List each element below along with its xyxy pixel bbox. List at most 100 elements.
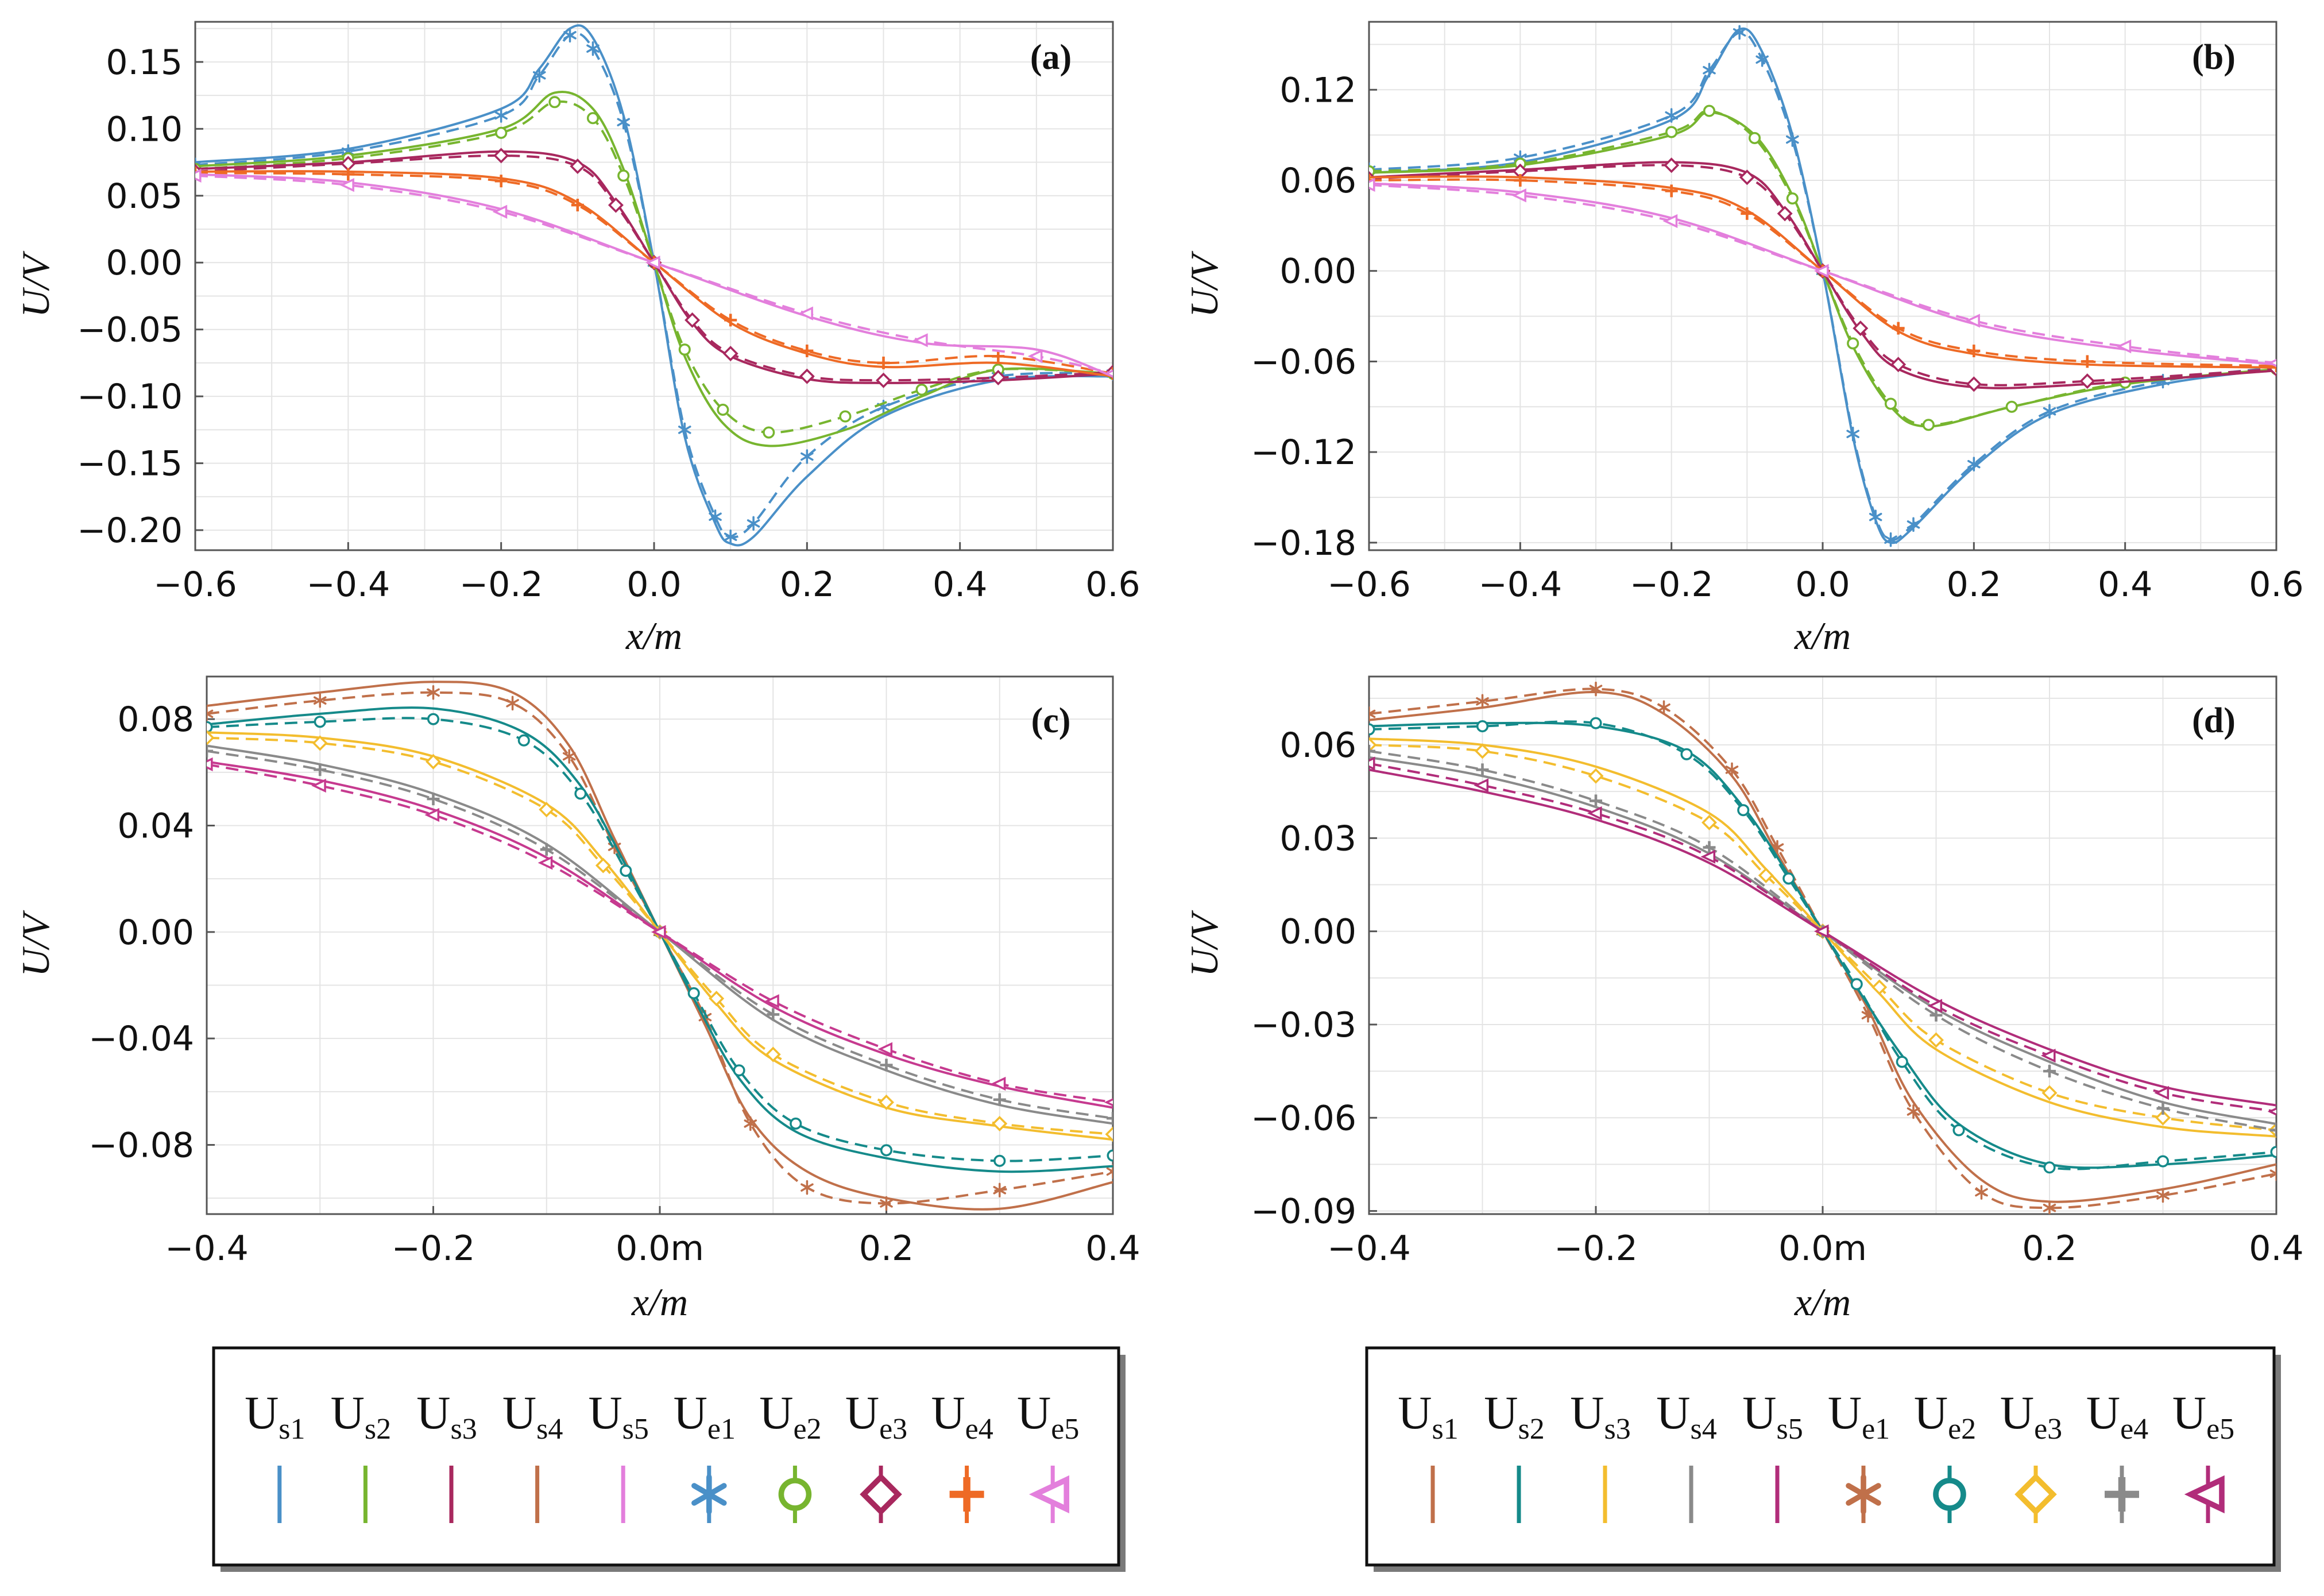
point-Ue1 — [586, 41, 600, 56]
point-Ue2 — [1107, 1149, 1113, 1162]
legend-marker-diamond — [2014, 1473, 2057, 1516]
legend-marker-triangle — [1028, 1475, 1069, 1514]
point-Ue2 — [678, 343, 691, 356]
x-tick-label: −0.2 — [459, 565, 543, 605]
point-Ue1 — [1589, 681, 1603, 697]
point-Ue3 — [1739, 169, 1755, 186]
point-Ue2 — [1786, 192, 1799, 205]
point-Ue1 — [1975, 1185, 1988, 1200]
legend-entry-Us4: Us4 — [1656, 1386, 1717, 1523]
point-Ue4 — [1967, 345, 1981, 358]
point-Ue1 — [801, 449, 814, 464]
point-Ue2 — [1922, 419, 1935, 431]
x-tick-label: 0.0 — [1795, 565, 1850, 605]
y-tick-label: 0.03 — [1279, 818, 1356, 859]
point-Ue1 — [1476, 694, 1489, 709]
point-Ue3 — [595, 857, 611, 874]
y-tick-label: 0.06 — [1279, 725, 1356, 766]
point-Ue3 — [1588, 768, 1604, 784]
point-Ue1 — [2156, 1188, 2170, 1203]
legend-entry-Us1: Us1 — [245, 1386, 306, 1523]
y-tick-label: −0.06 — [1251, 342, 1356, 382]
legend-label: Us2 — [1484, 1386, 1544, 1446]
x-tick-label: −0.2 — [392, 1228, 475, 1269]
point-Ue5 — [1587, 806, 1602, 821]
point-Ue2 — [1884, 397, 1897, 410]
point-Ue4 — [992, 350, 1005, 363]
point-Ue5 — [1662, 214, 1678, 229]
point-Ue3 — [685, 312, 701, 328]
point-Ue5 — [2267, 1107, 2276, 1116]
y-tick-label: 0.12 — [1279, 70, 1356, 110]
x-tick-label: −0.4 — [306, 565, 390, 605]
point-Ue2 — [880, 1144, 893, 1157]
point-Ue1 — [2043, 1200, 2056, 1214]
series-group — [207, 681, 1113, 1211]
y-tick-label: −0.08 — [88, 1126, 194, 1166]
point-Ue2 — [314, 716, 326, 728]
x-tick-label: 0.2 — [780, 565, 834, 605]
series-line-Ue1 — [195, 32, 1113, 539]
y-tick-label: 0.00 — [106, 243, 183, 283]
panel-label: (a) — [1030, 38, 1072, 77]
y-tick-label: −0.09 — [1251, 1192, 1356, 1232]
x-tick-label: 0.6 — [2249, 565, 2303, 605]
legend-entry-Ue2: Ue2 — [1914, 1386, 1976, 1523]
point-Ue5 — [912, 333, 928, 347]
point-Ue3 — [1475, 743, 1490, 759]
point-Ue5 — [2040, 1048, 2056, 1063]
x-tick-label: −0.6 — [1327, 565, 1411, 605]
point-Ue2 — [574, 787, 587, 800]
point-Ue1 — [1907, 1104, 1920, 1119]
point-Ue2 — [1952, 1124, 1965, 1137]
legend-box — [1365, 1346, 2276, 1567]
point-Ue4 — [1892, 322, 1905, 335]
y-tick-label: 0.04 — [117, 806, 194, 846]
point-Ue5 — [538, 856, 553, 870]
point-Ue2 — [839, 410, 852, 423]
y-tick-label: −0.03 — [1251, 1005, 1356, 1045]
point-Ue4 — [2270, 360, 2276, 373]
point-Ue5 — [311, 778, 326, 793]
point-Ue1 — [2043, 404, 2056, 419]
legend-label: Ue2 — [759, 1386, 821, 1446]
legend-label: Ue1 — [1828, 1386, 1890, 1446]
point-Ue4 — [2156, 1102, 2170, 1115]
point-Ue2 — [2043, 1161, 2056, 1174]
point-Ue1 — [1369, 706, 1376, 721]
point-Ue4 — [724, 314, 737, 327]
point-Ue2 — [1703, 105, 1716, 117]
point-Ue3 — [722, 346, 738, 362]
point-Ue2 — [1782, 872, 1795, 885]
legend-entry-Ue3: Ue3 — [845, 1386, 907, 1523]
series-line-Ue1 — [1369, 31, 2276, 541]
point-Ue3 — [312, 735, 328, 751]
y-tick-label: 0.00 — [1279, 252, 1356, 292]
series-line-Ue3 — [1369, 164, 2276, 387]
point-Ue1 — [1869, 509, 1882, 524]
point-Ue3 — [1369, 737, 1377, 753]
point-Ue3 — [1105, 1126, 1113, 1142]
legend-marker-diamond — [860, 1473, 902, 1516]
legend-entry-Ue3: Ue3 — [2000, 1386, 2062, 1523]
legend-entry-Ue5: Ue5 — [1017, 1386, 1079, 1523]
x-tick-label: −0.4 — [165, 1228, 249, 1269]
y-axis-label: U/V — [1182, 250, 1226, 318]
legend-entry-Us2: Us2 — [1484, 1386, 1545, 1523]
y-axis-label: U/V — [14, 910, 57, 977]
series-line-Ue3 — [195, 154, 1113, 382]
point-Ue2 — [620, 864, 632, 877]
legend-marker-circle — [778, 1478, 812, 1511]
point-Ue3 — [990, 370, 1006, 386]
point-Ue3 — [493, 148, 509, 164]
x-tick-label: −0.2 — [1630, 565, 1714, 605]
legend-marker-circle — [1933, 1478, 1966, 1511]
legend-2: Us1 Us2 Us3 Us4 Us5 Ue1 Ue2 Ue3 Ue4 Ue5 — [1365, 1346, 2281, 1572]
point-Ue3 — [879, 1094, 894, 1110]
point-Ue2 — [1748, 132, 1761, 144]
point-Ue4 — [1929, 1008, 1943, 1022]
point-Ue5 — [798, 306, 813, 320]
legend-entry-Us5: Us5 — [588, 1386, 649, 1523]
point-Ue3 — [2079, 373, 2095, 389]
point-Ue1 — [1703, 63, 1716, 78]
